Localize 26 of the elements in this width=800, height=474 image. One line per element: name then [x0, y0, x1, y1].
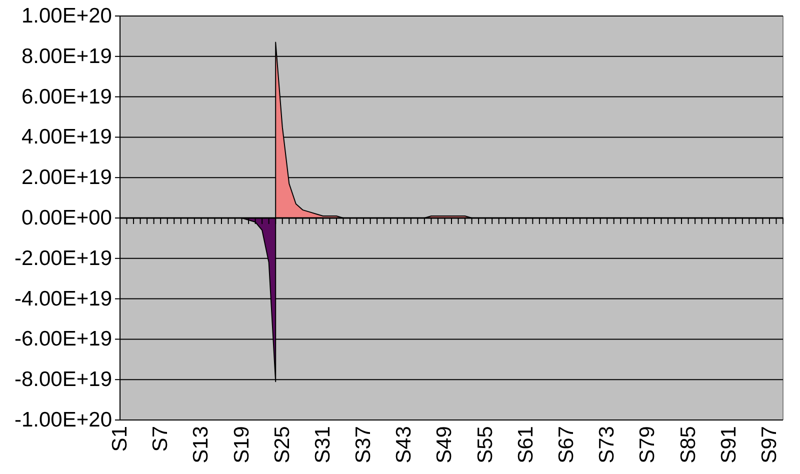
y-tick-label: -8.00E+19 — [14, 368, 112, 392]
x-tick-label: S61 — [514, 426, 538, 464]
x-tick-label: S55 — [474, 426, 497, 464]
x-tick-label: S43 — [392, 426, 416, 464]
x-tick-label: S85 — [676, 426, 700, 464]
y-tick-label: -4.00E+19 — [14, 287, 112, 310]
x-tick-label: S31 — [311, 426, 334, 464]
x-tick-label: S79 — [636, 426, 660, 464]
x-tick-label: S25 — [270, 426, 294, 464]
x-tick-label: S13 — [190, 426, 213, 464]
x-tick-label: S19 — [230, 426, 254, 464]
y-tick-label: -6.00E+19 — [14, 328, 112, 351]
x-tick-label: S73 — [596, 426, 619, 464]
y-tick-label: -2.00E+19 — [14, 246, 112, 270]
y-tick-label: 0.00E+00 — [21, 206, 112, 230]
x-tick-label: S91 — [717, 426, 740, 464]
y-tick-label: 8.00E+19 — [21, 44, 112, 68]
x-tick-label: S7 — [149, 426, 172, 452]
x-tick-label: S37 — [352, 426, 376, 464]
x-tick-label: S67 — [555, 426, 578, 464]
y-tick-label: 1.00E+20 — [21, 4, 112, 28]
y-tick-label: 6.00E+19 — [21, 85, 112, 108]
y-tick-label: 4.00E+19 — [21, 126, 112, 149]
x-tick-label: S49 — [433, 426, 456, 464]
y-tick-label: 2.00E+19 — [21, 166, 112, 190]
x-tick-label: S97 — [758, 426, 781, 464]
